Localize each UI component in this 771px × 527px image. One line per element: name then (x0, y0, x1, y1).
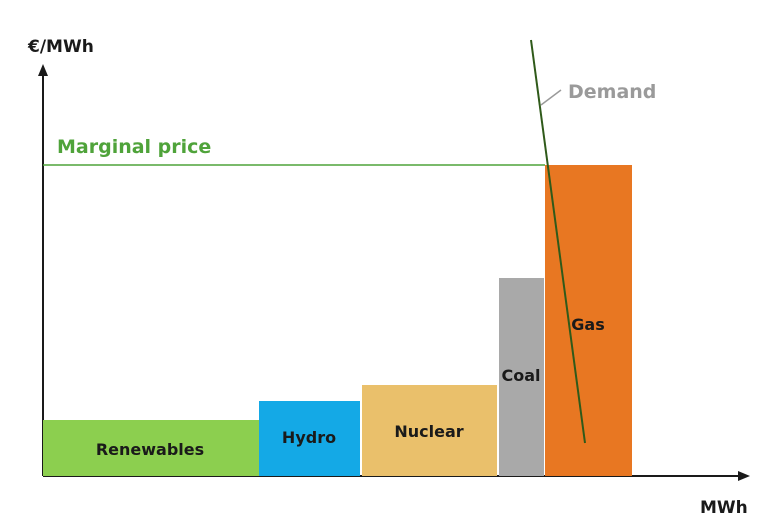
block-label-nuclear: Nuclear (394, 422, 463, 441)
marginal-price-label: Marginal price (57, 136, 211, 158)
block-label-coal: Coal (501, 366, 540, 385)
demand-leader-line (540, 89, 562, 106)
block-nuclear (362, 385, 497, 476)
block-renewables (43, 420, 259, 476)
block-label-renewables: Renewables (96, 440, 204, 459)
block-gas (545, 165, 632, 476)
block-label-gas: Gas (571, 315, 604, 334)
demand-line (530, 39, 586, 444)
block-hydro (259, 401, 360, 476)
block-coal (499, 278, 544, 476)
x-axis-label: MWh (700, 498, 748, 518)
x-axis-arrow (738, 471, 750, 481)
demand-label: Demand (568, 81, 656, 103)
y-axis-arrow (38, 64, 48, 76)
y-axis-label: €/MWh (27, 37, 94, 57)
block-label-hydro: Hydro (282, 428, 336, 447)
